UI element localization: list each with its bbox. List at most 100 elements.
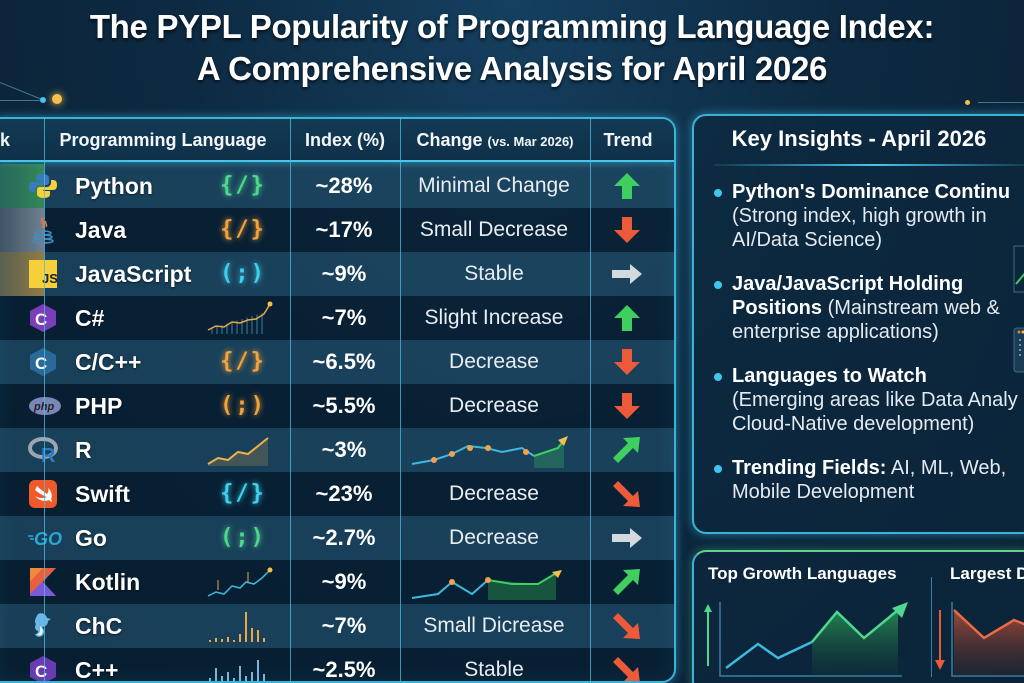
table-row: C C++ ~2.5% Stable: [0, 648, 674, 683]
trend-up-right-arrow-icon: [610, 567, 644, 597]
svg-text:C: C: [35, 310, 47, 329]
index-value: ~23%: [315, 481, 373, 506]
index-value: ~5.5%: [312, 393, 376, 418]
go-logo-icon: GO: [28, 524, 62, 552]
panel-divider: [931, 577, 932, 677]
index-value: ~28%: [315, 173, 373, 198]
change-text: Small Dicrease: [423, 614, 565, 637]
trend-down-arrow-icon: [610, 391, 644, 421]
svg-text:GO: GO: [34, 529, 62, 549]
index-value: ~2.5%: [312, 657, 376, 682]
trend-up-arrow-icon: [610, 171, 644, 201]
trend-right-arrow-icon: [610, 259, 644, 289]
change-text: Decrease: [449, 482, 539, 505]
change-text: Decrease: [449, 526, 539, 549]
decor-dot: [52, 94, 62, 104]
column-divider: [290, 119, 291, 681]
svg-text:php: php: [33, 401, 54, 413]
table-row: JS JavaScript (;) ~9% Stable: [0, 252, 674, 296]
code-glyph-icon: (;): [220, 525, 266, 550]
language-name: ChC: [75, 613, 123, 639]
title-line-2: A Comprehensive Analysis for April 2026: [196, 50, 828, 87]
column-header-index: Index (%): [304, 130, 385, 150]
kotlin-logo-icon: [28, 568, 58, 596]
growth-panel: Top Growth Languages Largest D: [692, 550, 1024, 683]
decor-dot: [40, 97, 46, 103]
mini-window-icon: [1013, 327, 1024, 373]
table-row: php PHP (;) ~5.5% Decrease: [0, 384, 674, 428]
column-divider: [590, 119, 591, 681]
c-logo-icon: C: [28, 348, 58, 376]
table-row: R R ~3%: [0, 428, 674, 472]
csharp-logo-icon: C: [28, 304, 58, 332]
bullet-icon: [714, 189, 722, 197]
change-text: Minimal Change: [418, 174, 570, 197]
language-name: PHP: [75, 393, 123, 419]
title-line-1: The PYPL Popularity of Programming Langu…: [89, 8, 935, 45]
popularity-table: k Programming Language Index (%) Change …: [0, 117, 676, 683]
table-row: Java {/} ~17% Small Decrease: [0, 208, 674, 252]
code-glyph-icon: {/}: [220, 481, 266, 506]
table-row: GO Go (;) ~2.7% Decrease: [0, 516, 674, 560]
column-header-rank: k: [0, 130, 10, 150]
r-logo-icon: R: [28, 436, 58, 464]
change-text: Stable: [464, 262, 524, 285]
decor-line: [0, 100, 42, 101]
trend-up-right-arrow-icon: [610, 435, 644, 465]
sparkline-icon: [206, 652, 274, 681]
trend-down-arrow-icon: [610, 347, 644, 377]
table-header: k Programming Language Index (%) Change …: [0, 119, 674, 162]
language-name: Kotlin: [75, 569, 141, 595]
index-value: ~9%: [321, 261, 367, 286]
column-header-trend: Trend: [603, 130, 653, 150]
svg-text:JS: JS: [42, 271, 58, 286]
sparkline-icon: [206, 300, 274, 336]
code-glyph-icon: (;): [220, 393, 266, 418]
language-name: C#: [75, 305, 105, 331]
page-title: The PYPL Popularity of Programming Langu…: [0, 6, 1024, 90]
trend-down-right-arrow-icon: [610, 655, 644, 681]
change-sparkline: [408, 564, 578, 602]
language-name: C++: [75, 657, 119, 683]
svg-text:C: C: [35, 354, 47, 373]
rank-highlight: [0, 164, 44, 208]
trend-down-arrow-icon: [610, 215, 644, 245]
mini-chart-icon: [1013, 245, 1024, 293]
java-logo-icon: [28, 216, 58, 244]
index-value: ~3%: [321, 437, 367, 462]
decor-dot: [965, 100, 970, 105]
cpp-logo-icon: C: [28, 656, 58, 681]
language-name: JavaScript: [75, 261, 192, 287]
index-value: ~7%: [321, 613, 367, 638]
largest-decline-title: Largest D: [950, 564, 1024, 583]
largest-decline-chart: [935, 602, 1024, 677]
trend-down-right-arrow-icon: [610, 611, 644, 641]
language-name: Python: [75, 173, 153, 199]
column-header-language: Programming Language: [59, 130, 267, 150]
change-text: Decrease: [449, 350, 539, 373]
sparkline-icon: [206, 564, 274, 600]
decor-line: [978, 102, 1024, 103]
trend-up-arrow-icon: [610, 303, 644, 333]
svg-text:C: C: [35, 662, 47, 681]
code-glyph-icon: {/}: [220, 349, 266, 374]
php-logo-icon: php: [28, 392, 61, 420]
code-glyph-icon: {/}: [220, 173, 266, 198]
python-logo-icon: [28, 172, 58, 200]
language-name: R: [75, 437, 92, 463]
rank-highlight: [0, 208, 44, 252]
table-row: Python {/} ~28% Minimal Change: [0, 164, 674, 208]
code-glyph-icon: (;): [220, 261, 266, 286]
column-divider: [400, 119, 401, 681]
change-text: Decrease: [449, 394, 539, 417]
swift-logo-icon: [28, 480, 58, 508]
bullet-icon: [714, 465, 722, 473]
index-value: ~9%: [321, 569, 367, 594]
language-name: Java: [75, 217, 127, 243]
insights-divider: [714, 164, 1024, 166]
index-value: ~2.7%: [312, 525, 376, 550]
javascript-logo-icon: JS: [28, 260, 58, 288]
table-row: Kotlin ~9%: [0, 560, 674, 604]
trend-right-arrow-icon: [610, 523, 644, 553]
bullet-icon: [714, 373, 722, 381]
